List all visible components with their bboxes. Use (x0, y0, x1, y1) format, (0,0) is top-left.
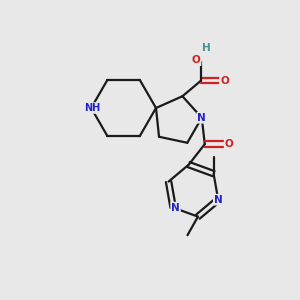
Text: O: O (225, 139, 233, 149)
Text: N: N (171, 202, 180, 213)
Text: H: H (202, 43, 211, 52)
Text: O: O (220, 76, 229, 85)
Text: N: N (197, 113, 206, 123)
Text: O: O (192, 55, 201, 65)
Text: N: N (214, 195, 223, 205)
Text: NH: NH (85, 103, 101, 113)
